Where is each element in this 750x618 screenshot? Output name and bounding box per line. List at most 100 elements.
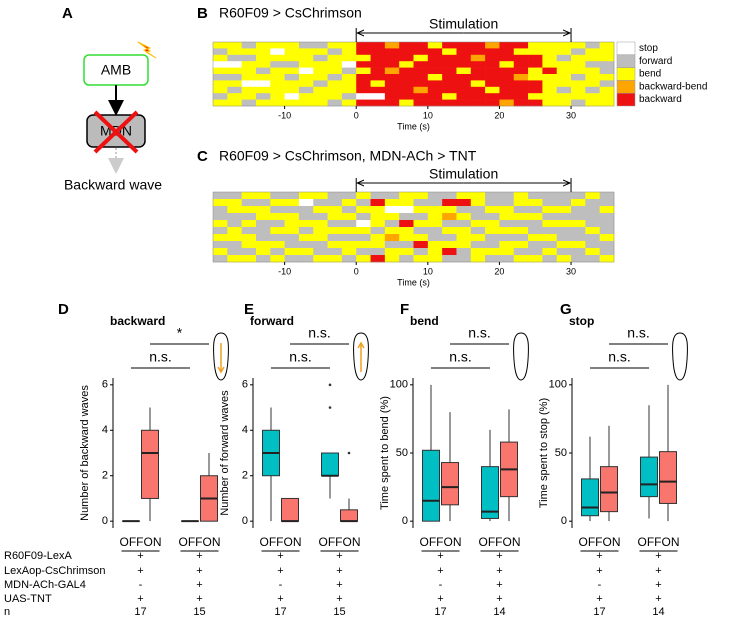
state-cell xyxy=(284,213,300,221)
box xyxy=(321,452,339,477)
state-cell xyxy=(599,206,615,214)
state-cell xyxy=(413,255,429,263)
genotype-cell: + xyxy=(596,593,602,605)
state-cell xyxy=(255,61,271,68)
state-cell xyxy=(356,213,371,221)
state-cell xyxy=(442,42,457,49)
plot-frame xyxy=(212,41,615,107)
state-cell xyxy=(585,99,600,107)
state-cell xyxy=(556,86,572,94)
state-cell xyxy=(313,80,328,88)
genotype-cell: + xyxy=(336,550,342,562)
state-cell xyxy=(585,234,600,242)
state-cell xyxy=(327,213,343,221)
state-cell xyxy=(284,220,300,228)
state-cell xyxy=(384,61,400,68)
state-cell xyxy=(284,255,300,263)
state-cell xyxy=(213,227,228,235)
state-cell xyxy=(456,93,472,100)
y-tick-label: 100 xyxy=(549,379,567,391)
state-cell xyxy=(213,54,228,62)
state-cell xyxy=(585,199,600,207)
genotype-cell: + xyxy=(437,550,443,562)
state-cell xyxy=(241,42,257,49)
state-cell xyxy=(356,74,371,81)
state-cell xyxy=(270,213,285,221)
state-cell xyxy=(542,220,558,228)
state-cell xyxy=(341,255,357,263)
state-cell xyxy=(599,255,615,263)
state-cell xyxy=(213,93,228,100)
state-cell xyxy=(528,74,543,81)
state-cell xyxy=(528,206,543,214)
x-axis-label: Time (s) xyxy=(397,121,430,131)
state-cell xyxy=(456,80,472,88)
n-cell: 17 xyxy=(274,606,286,618)
condition-label: OFF xyxy=(120,535,144,549)
outlier xyxy=(328,383,332,387)
state-cell xyxy=(327,48,343,56)
state-cell xyxy=(356,93,371,100)
state-cell xyxy=(327,192,343,200)
genotype-row-label: R60F09-LexA xyxy=(4,550,73,562)
state-cell xyxy=(255,67,271,75)
state-cell xyxy=(442,93,457,100)
n-cell: 15 xyxy=(333,606,345,618)
state-cell xyxy=(513,93,529,100)
state-cell xyxy=(485,93,500,100)
state-cell xyxy=(413,93,429,100)
state-cell xyxy=(356,255,371,263)
state-cell xyxy=(384,255,400,263)
state-cell xyxy=(284,241,300,249)
state-cell xyxy=(485,234,500,242)
state-cell xyxy=(227,61,242,68)
state-cell xyxy=(399,206,414,214)
state-cell xyxy=(427,86,443,94)
y-tick-label: 50 xyxy=(396,447,408,459)
genotype-cell: + xyxy=(437,565,443,577)
state-cell xyxy=(413,227,429,235)
state-cell xyxy=(298,80,314,88)
state-cell xyxy=(456,99,472,107)
state-cell xyxy=(456,206,472,214)
state-cell xyxy=(413,234,429,242)
legend-label: backward-bend xyxy=(639,81,707,92)
outlier xyxy=(328,406,332,409)
state-cell xyxy=(313,86,328,94)
state-cell xyxy=(413,220,429,228)
y-tick-label: 100 xyxy=(390,379,408,391)
state-cell xyxy=(456,241,472,249)
state-cell xyxy=(599,248,615,256)
state-cell xyxy=(470,80,486,88)
state-cell xyxy=(327,54,343,62)
genotype-cell: + xyxy=(196,550,202,562)
state-cell xyxy=(370,220,386,228)
state-cell xyxy=(284,86,300,94)
state-cell xyxy=(384,67,400,75)
state-cell xyxy=(556,54,572,62)
state-cell xyxy=(528,61,543,68)
state-cell xyxy=(499,42,515,49)
state-cell xyxy=(399,99,414,107)
state-cell xyxy=(528,234,543,242)
state-cell xyxy=(356,227,371,235)
state-cell xyxy=(542,74,558,81)
state-cell xyxy=(427,42,443,49)
significance-label: n.s. xyxy=(627,325,650,341)
state-cell xyxy=(284,199,300,207)
state-cell xyxy=(399,248,414,256)
state-cell xyxy=(370,99,386,107)
state-cell xyxy=(399,86,414,94)
state-cell xyxy=(384,206,400,214)
state-cell xyxy=(341,227,357,235)
state-cell xyxy=(384,42,400,49)
state-cell xyxy=(255,220,271,228)
state-cell xyxy=(542,241,558,249)
state-cell xyxy=(255,48,271,56)
state-cell xyxy=(442,67,457,75)
state-cell xyxy=(442,80,457,88)
genotype-cell: + xyxy=(336,565,342,577)
state-cell xyxy=(241,213,257,221)
state-cell xyxy=(227,80,242,88)
